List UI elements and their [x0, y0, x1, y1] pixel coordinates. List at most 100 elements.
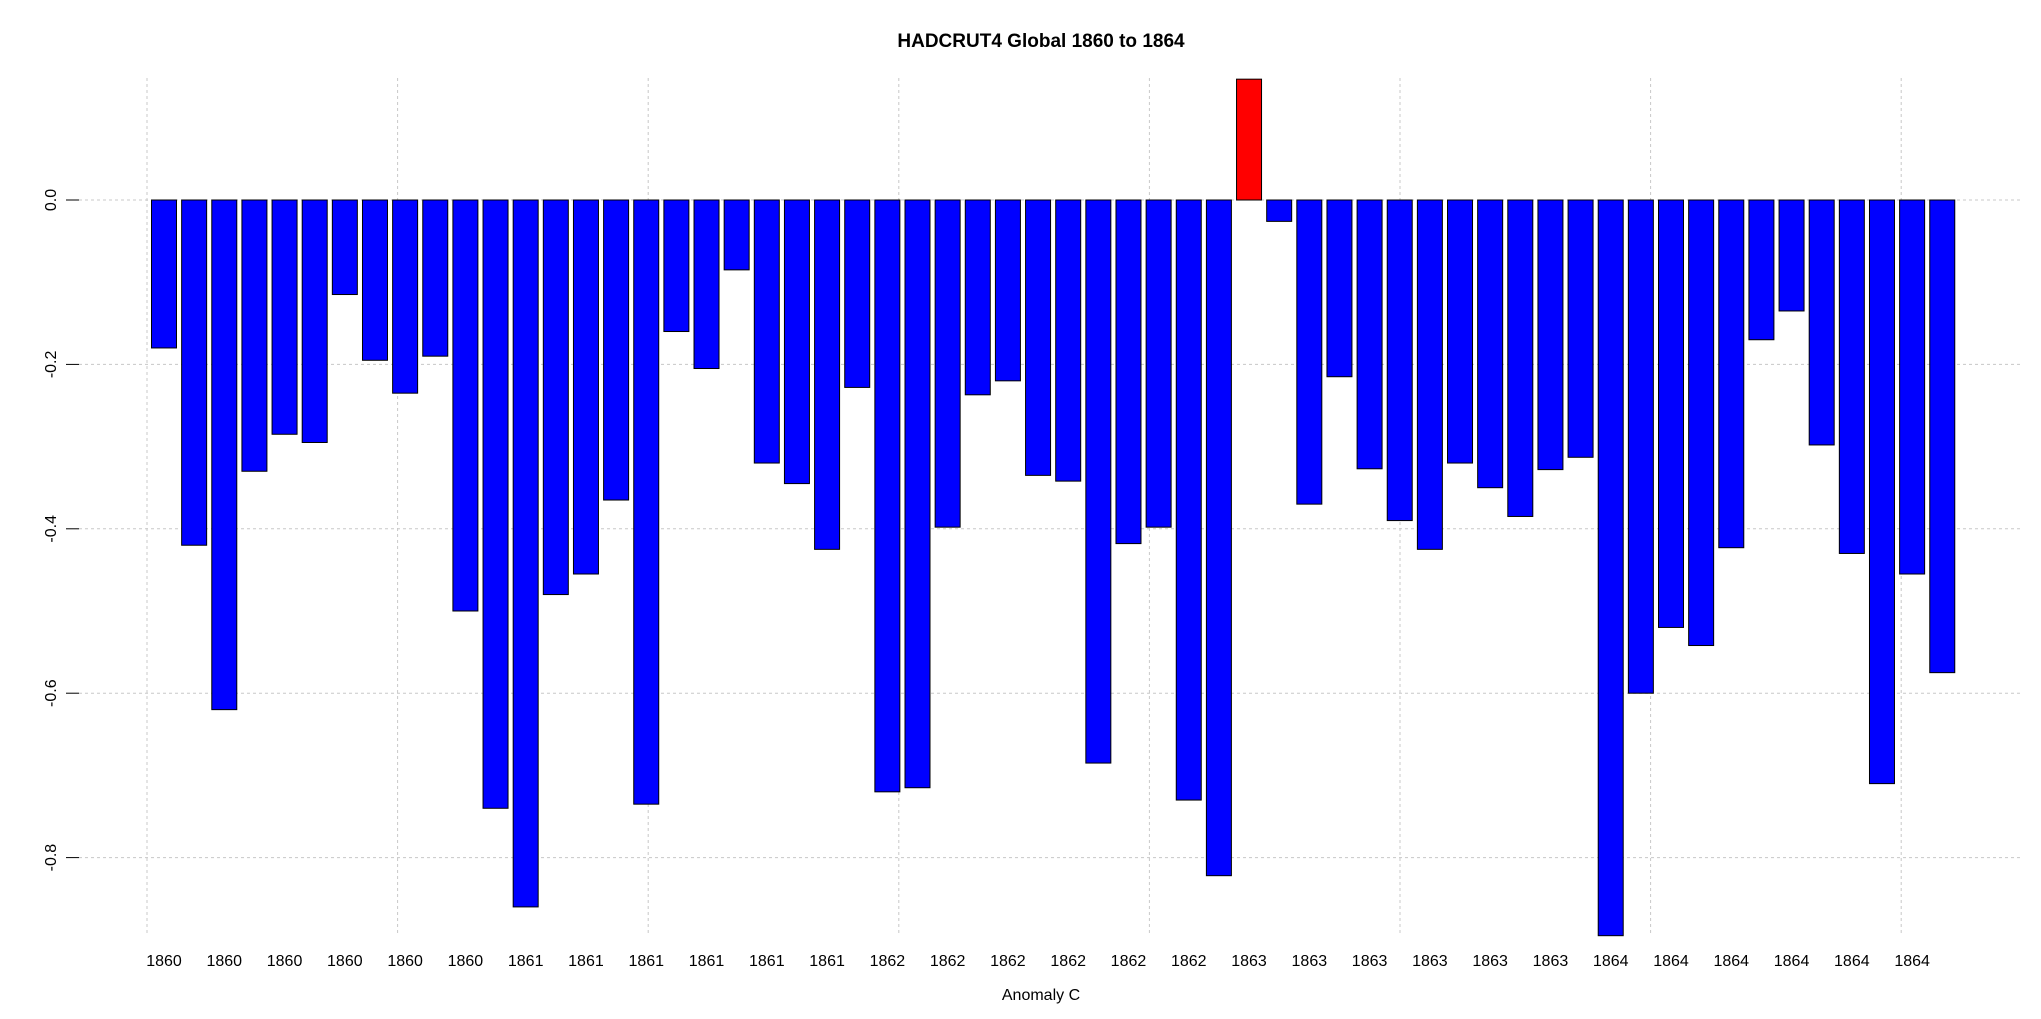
bar [1055, 199, 1082, 482]
bar [271, 199, 298, 435]
x-tick-label: 1861 [628, 953, 664, 970]
bar [1266, 199, 1293, 222]
bar [1115, 199, 1142, 545]
x-tick-label: 1862 [1111, 953, 1147, 970]
bar [1808, 199, 1835, 446]
x-tick-label: 1862 [870, 953, 906, 970]
x-tick-label: 1862 [1171, 953, 1207, 970]
x-tick-label: 1863 [1352, 953, 1388, 970]
bar [1778, 199, 1805, 312]
bar-highlight [1236, 78, 1263, 201]
bar [1537, 199, 1564, 471]
y-tick-label: -0.6 [43, 679, 60, 707]
bar [633, 199, 660, 805]
bar [181, 199, 208, 546]
bar [1507, 199, 1534, 517]
bar [211, 199, 238, 711]
bar [151, 199, 177, 349]
y-tick-label: -0.4 [43, 515, 60, 543]
bar [874, 199, 901, 793]
bar [422, 199, 449, 357]
bar [1326, 199, 1353, 378]
bar [361, 199, 388, 361]
bar [1567, 199, 1594, 458]
x-tick-label: 1864 [1894, 953, 1930, 970]
bar [1447, 199, 1474, 464]
bar [1627, 199, 1654, 694]
bar [814, 199, 841, 550]
x-tick-label: 1860 [267, 953, 303, 970]
x-tick-label: 1861 [689, 953, 725, 970]
x-tick-label: 1861 [809, 953, 845, 970]
bar [1929, 199, 1956, 674]
x-tick-label: 1863 [1533, 953, 1569, 970]
bar [1145, 199, 1172, 528]
bar [1205, 199, 1232, 877]
x-tick-label: 1862 [1050, 953, 1086, 970]
x-tick-label: 1862 [930, 953, 966, 970]
y-tick-label: 0.0 [43, 189, 60, 211]
x-tick-label: 1864 [1653, 953, 1689, 970]
bar [1175, 199, 1202, 801]
bar [1386, 199, 1413, 522]
x-tick-label: 1860 [206, 953, 242, 970]
x-tick-label: 1864 [1834, 953, 1870, 970]
bar [301, 199, 328, 443]
y-axis: 0.0 -0.2 -0.4 -0.6 -0.8 [43, 189, 79, 872]
chart-title: HADCRUT4 Global 1860 to 1864 [897, 31, 1185, 52]
bar [452, 199, 479, 612]
bar [1356, 199, 1383, 470]
bar [1688, 199, 1715, 647]
y-tick-label: -0.8 [43, 844, 60, 872]
bar [1718, 199, 1745, 549]
bar [572, 199, 599, 575]
x-tick-label: 1862 [990, 953, 1026, 970]
bar [994, 199, 1021, 382]
bar [542, 199, 569, 596]
bar [603, 199, 630, 501]
x-axis: 1860 1860 1860 1860 1860 1860 1861 1861 1861 1861… [146, 953, 1930, 970]
bar [1477, 199, 1504, 489]
x-tick-label: 1860 [448, 953, 484, 970]
x-tick-label: 1864 [1593, 953, 1629, 970]
bar [844, 199, 871, 388]
bar [331, 199, 358, 296]
bar [1085, 199, 1112, 764]
x-axis-label: Anomaly C [1002, 987, 1080, 1004]
bar [1658, 199, 1684, 628]
x-tick-label: 1864 [1774, 953, 1810, 970]
bar [1597, 199, 1624, 937]
x-tick-label: 1863 [1412, 953, 1448, 970]
bar [693, 199, 720, 370]
bar [934, 199, 961, 528]
bar [1416, 199, 1443, 550]
x-tick-label: 1864 [1713, 953, 1749, 970]
bar [723, 199, 750, 271]
bar [1025, 199, 1052, 476]
x-tick-label: 1863 [1472, 953, 1508, 970]
bar [1899, 199, 1926, 575]
bar [482, 199, 509, 809]
bar [904, 199, 931, 789]
bars [151, 78, 1956, 937]
bar [1868, 199, 1895, 785]
x-tick-label: 1860 [387, 953, 423, 970]
bar [663, 199, 690, 333]
x-tick-label: 1861 [749, 953, 785, 970]
bar [512, 199, 539, 908]
bar [753, 199, 780, 464]
bar [1748, 199, 1775, 341]
x-tick-label: 1861 [568, 953, 604, 970]
x-tick-label: 1863 [1292, 953, 1328, 970]
bar [392, 199, 419, 394]
bar [783, 199, 810, 485]
bar [1296, 199, 1323, 505]
x-tick-label: 1861 [508, 953, 544, 970]
y-tick-label: -0.2 [43, 351, 60, 379]
x-tick-label: 1860 [146, 953, 182, 970]
bar [1838, 199, 1865, 554]
x-tick-label: 1863 [1231, 953, 1267, 970]
bar [241, 199, 268, 472]
